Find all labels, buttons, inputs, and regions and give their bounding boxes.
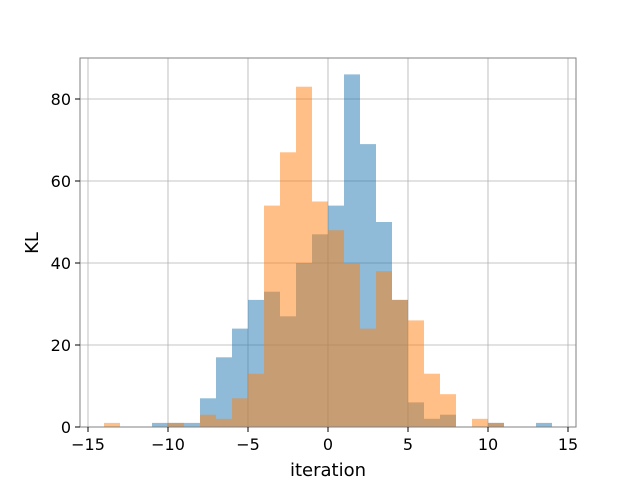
histogram-bar-series-2 bbox=[248, 373, 264, 427]
x-tick-label: 5 bbox=[403, 435, 413, 454]
y-tick-label: 20 bbox=[51, 336, 71, 355]
y-tick-label: 80 bbox=[51, 90, 71, 109]
x-tick-label: 10 bbox=[478, 435, 498, 454]
x-axis-title: iteration bbox=[290, 460, 366, 480]
histogram-bar-series-2 bbox=[296, 86, 312, 427]
histogram-bar-series-2 bbox=[104, 422, 120, 427]
histogram-bars bbox=[104, 74, 552, 428]
histogram-bar-series-2 bbox=[328, 230, 344, 427]
histogram-bar-series-2 bbox=[360, 328, 376, 427]
histogram-bar-series-2 bbox=[488, 422, 504, 427]
histogram-bar-series-1 bbox=[152, 422, 168, 427]
x-tick-label: 0 bbox=[323, 435, 333, 454]
y-tick-label: 0 bbox=[61, 418, 71, 437]
y-tick-label: 60 bbox=[51, 172, 71, 191]
histogram-bar-series-2 bbox=[280, 152, 296, 428]
histogram-bar-series-2 bbox=[200, 414, 216, 427]
histogram-bar-series-2 bbox=[344, 263, 360, 427]
histogram-bar-series-2 bbox=[440, 394, 456, 427]
y-axis-title: KL bbox=[22, 232, 43, 254]
axis-ticks: −15 −10 −5 0 5 10 15 0 20 40 60 80 bbox=[51, 90, 579, 454]
x-tick-label: 15 bbox=[558, 435, 578, 454]
histogram-bar-series-2 bbox=[312, 201, 328, 427]
y-tick-label: 40 bbox=[51, 254, 71, 273]
histogram-bar-series-1 bbox=[216, 357, 232, 427]
histogram-bar-series-1 bbox=[184, 422, 200, 427]
histogram-bar-series-2 bbox=[472, 418, 488, 427]
x-tick-label: −15 bbox=[71, 435, 105, 454]
histogram-bar-series-2 bbox=[216, 418, 232, 427]
x-tick-label: −5 bbox=[236, 435, 260, 454]
x-tick-label: −10 bbox=[151, 435, 185, 454]
histogram-bar-series-2 bbox=[392, 299, 408, 427]
histogram-bar-series-2 bbox=[424, 373, 440, 427]
histogram-bar-series-2 bbox=[232, 398, 248, 427]
histogram-bar-series-2 bbox=[168, 422, 184, 427]
histogram-bar-series-1 bbox=[536, 422, 552, 427]
histogram-bar-series-2 bbox=[264, 205, 280, 427]
histogram-bar-series-2 bbox=[408, 320, 424, 427]
histogram-bar-series-2 bbox=[376, 271, 392, 427]
